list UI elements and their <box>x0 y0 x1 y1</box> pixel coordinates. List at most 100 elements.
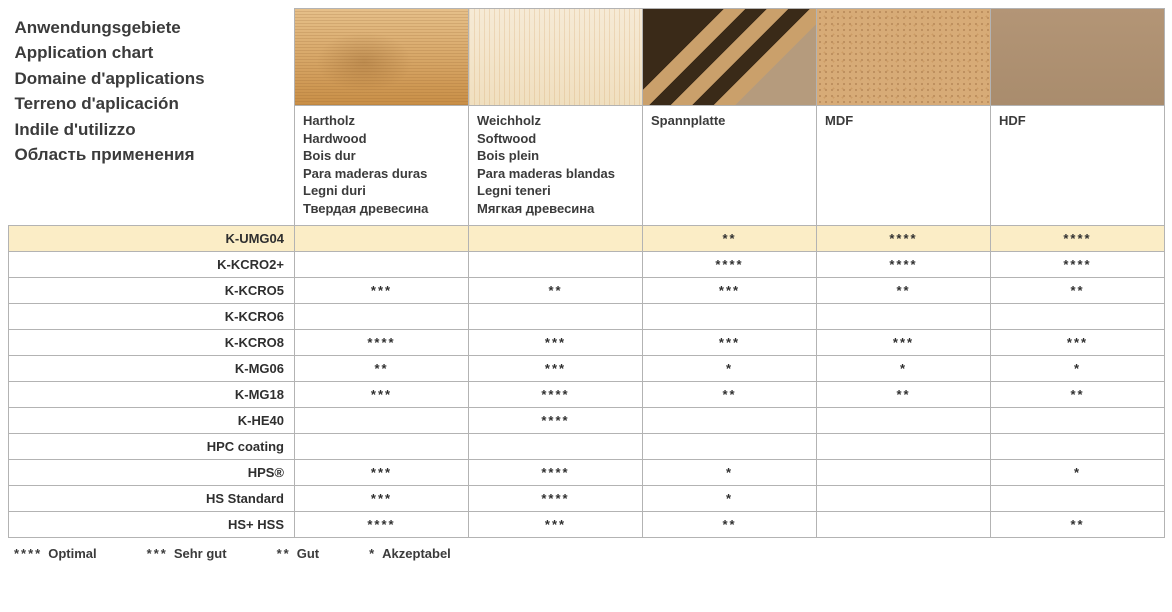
rating-cell: ** <box>991 278 1165 304</box>
swatch-cell-weichholz <box>469 9 643 106</box>
rating-cell: **** <box>469 408 643 434</box>
colhead-mdf: MDF <box>817 106 991 226</box>
colhead-line: Weichholz <box>477 112 634 130</box>
rating-cell: *** <box>295 278 469 304</box>
title-line: Indile d'utilizzo <box>15 117 295 143</box>
rating-cell: ** <box>991 382 1165 408</box>
rating-cell: * <box>643 356 817 382</box>
rating-cell: ** <box>643 382 817 408</box>
colhead-line: Para maderas duras <box>303 165 460 183</box>
rating-cell: ** <box>991 512 1165 538</box>
legend-stars: * <box>369 546 376 561</box>
header-swatch-row: Anwendungsgebiete Application chart Doma… <box>9 9 1165 106</box>
row-label: K-KCRO2+ <box>9 252 295 278</box>
row-label: HS+ HSS <box>9 512 295 538</box>
legend: ****Optimal ***Sehr gut **Gut *Akzeptabe… <box>8 546 1164 561</box>
rating-cell: ** <box>295 356 469 382</box>
title-line: Anwendungsgebiete <box>15 15 295 41</box>
legend-label: Optimal <box>48 546 96 561</box>
colhead-hartholz: Hartholz Hardwood Bois dur Para maderas … <box>295 106 469 226</box>
rating-cell: **** <box>469 382 643 408</box>
rating-cell: *** <box>295 460 469 486</box>
table-row: HS Standard******** <box>9 486 1165 512</box>
rating-cell: * <box>643 460 817 486</box>
colhead-weichholz: Weichholz Softwood Bois plein Para mader… <box>469 106 643 226</box>
legend-stars: ** <box>277 546 291 561</box>
rating-cell: *** <box>295 486 469 512</box>
colhead-line: Мягкая древесина <box>477 200 634 218</box>
colhead-spannplatte: Spannplatte <box>643 106 817 226</box>
colhead-line: Para maderas blandas <box>477 165 634 183</box>
rating-cell: **** <box>991 226 1165 252</box>
rating-cell: ** <box>817 382 991 408</box>
hardwood-swatch-icon <box>295 9 468 105</box>
rating-cell: * <box>991 460 1165 486</box>
table-row: HPS®********* <box>9 460 1165 486</box>
rating-cell: *** <box>643 278 817 304</box>
table-row: K-KCRO5************ <box>9 278 1165 304</box>
rating-cell: *** <box>643 330 817 356</box>
colhead-line: Твердая древесина <box>303 200 460 218</box>
rating-cell: * <box>991 356 1165 382</box>
table-row: K-HE40 **** <box>9 408 1165 434</box>
rating-cell <box>469 226 643 252</box>
row-label: HS Standard <box>9 486 295 512</box>
table-row: K-KCRO2+************ <box>9 252 1165 278</box>
row-label: K-KCRO6 <box>9 304 295 330</box>
row-label: K-UMG04 <box>9 226 295 252</box>
rating-cell: ** <box>469 278 643 304</box>
table-row: HPC coating <box>9 434 1165 460</box>
legend-gut: **Gut <box>277 546 320 561</box>
rating-cell <box>643 408 817 434</box>
rating-cell <box>295 252 469 278</box>
rating-cell: **** <box>643 252 817 278</box>
rating-cell <box>991 408 1165 434</box>
legend-label: Akzeptabel <box>382 546 451 561</box>
table-row: K-MG06******** <box>9 356 1165 382</box>
header-title-cell: Anwendungsgebiete Application chart Doma… <box>9 9 295 226</box>
application-chart-table: Anwendungsgebiete Application chart Doma… <box>8 8 1165 538</box>
rating-cell <box>817 512 991 538</box>
application-chart: Anwendungsgebiete Application chart Doma… <box>8 8 1164 561</box>
rating-cell: ** <box>817 278 991 304</box>
rating-cell: ** <box>643 512 817 538</box>
colhead-line: Spannplatte <box>651 112 808 130</box>
table-row: K-MG18************* <box>9 382 1165 408</box>
rating-cell <box>991 304 1165 330</box>
row-label: K-KCRO5 <box>9 278 295 304</box>
legend-sehr-gut: ***Sehr gut <box>147 546 227 561</box>
rating-cell <box>817 304 991 330</box>
rating-cell: ** <box>643 226 817 252</box>
mdf-swatch-icon <box>817 9 990 105</box>
rating-cell <box>469 304 643 330</box>
softwood-swatch-icon <box>469 9 642 105</box>
rating-cell: * <box>643 486 817 512</box>
row-label: K-MG18 <box>9 382 295 408</box>
row-label: K-KCRO8 <box>9 330 295 356</box>
swatch-cell-hdf <box>991 9 1165 106</box>
rating-cell: *** <box>469 512 643 538</box>
table-row: K-KCRO8**************** <box>9 330 1165 356</box>
rating-cell <box>469 252 643 278</box>
row-label: K-MG06 <box>9 356 295 382</box>
colhead-line: MDF <box>825 112 982 130</box>
rating-cell <box>817 434 991 460</box>
table-row: K-KCRO6 <box>9 304 1165 330</box>
rating-cell: *** <box>469 356 643 382</box>
table-row: HS+ HSS*********** <box>9 512 1165 538</box>
rating-cell <box>817 408 991 434</box>
rating-cell <box>817 460 991 486</box>
colhead-hdf: HDF <box>991 106 1165 226</box>
title-line: Application chart <box>15 40 295 66</box>
rating-cell <box>643 434 817 460</box>
rating-cell: **** <box>817 226 991 252</box>
row-label: K-HE40 <box>9 408 295 434</box>
chipboard-swatch-icon <box>643 9 816 105</box>
colhead-line: Hartholz <box>303 112 460 130</box>
legend-stars: *** <box>147 546 168 561</box>
rating-cell: *** <box>817 330 991 356</box>
rating-cell <box>991 486 1165 512</box>
rating-cell <box>991 434 1165 460</box>
rating-cell: **** <box>295 512 469 538</box>
rating-cell <box>295 304 469 330</box>
